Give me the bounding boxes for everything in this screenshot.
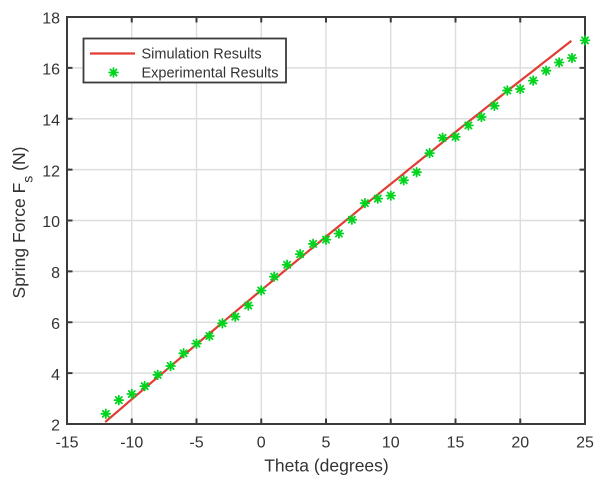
svg-text:4: 4: [51, 367, 60, 384]
svg-text:Simulation Results: Simulation Results: [142, 47, 262, 63]
svg-text:6: 6: [51, 316, 60, 333]
svg-text:Experimental Results: Experimental Results: [142, 66, 279, 82]
svg-text:25: 25: [576, 435, 594, 452]
svg-text:10: 10: [382, 435, 400, 452]
svg-text:Theta (degrees): Theta (degrees): [264, 456, 389, 476]
svg-text:-5: -5: [189, 435, 203, 452]
svg-text:16: 16: [42, 62, 60, 79]
svg-text:2: 2: [51, 418, 60, 435]
svg-text:20: 20: [511, 435, 529, 452]
svg-text:5: 5: [322, 435, 331, 452]
svg-text:14: 14: [42, 113, 60, 130]
svg-text:12: 12: [42, 163, 60, 180]
svg-text:15: 15: [447, 435, 465, 452]
svg-text:8: 8: [51, 265, 60, 282]
svg-text:10: 10: [42, 214, 60, 231]
svg-text:18: 18: [42, 11, 60, 28]
svg-text:-10: -10: [120, 435, 143, 452]
svg-text:-15: -15: [55, 435, 78, 452]
svg-text:0: 0: [257, 435, 266, 452]
